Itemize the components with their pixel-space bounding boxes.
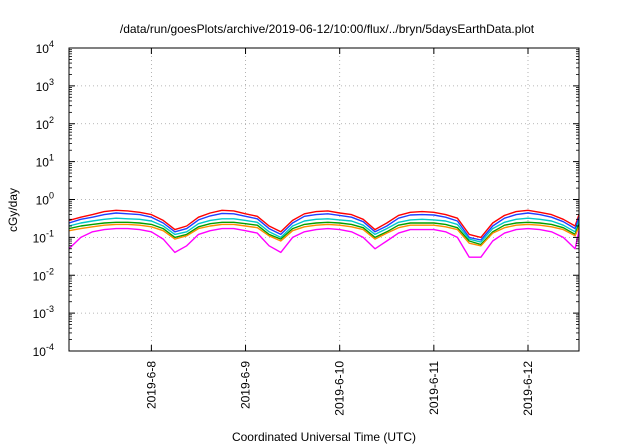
x-ticks: 2019-6-8 2019-6-9 2019-6-10 2019-6-11 2019-6… xyxy=(144,48,535,416)
series-line-5 xyxy=(68,223,580,247)
y-tick-label: 104 xyxy=(36,39,54,56)
x-axis-label: Coordinated Universal Time (UTC) xyxy=(232,430,416,444)
y-tick-label: 100 xyxy=(36,191,54,208)
series-line-2 xyxy=(68,212,580,241)
y-tick-label: 10-4 xyxy=(33,342,54,359)
x-tick-label: 2019-6-10 xyxy=(333,361,347,416)
y-axis-label: cGy/day xyxy=(6,188,20,232)
series-line-1 xyxy=(68,209,580,239)
y-tick-label: 101 xyxy=(36,153,54,170)
y-tick-label: 10-3 xyxy=(33,304,54,321)
series-line-4 xyxy=(68,221,580,246)
y-tick-label: 10-1 xyxy=(33,228,54,245)
series-lines xyxy=(68,209,580,258)
x-tick-label: 2019-6-11 xyxy=(427,361,441,415)
y-ticks: 10-4 10-3 10-2 10-1 100 101 102 103 104 xyxy=(33,39,579,359)
x-tick-label: 2019-6-8 xyxy=(144,361,158,409)
x-tick-label: 2019-6-9 xyxy=(239,361,253,409)
y-tick-label: 103 xyxy=(36,77,54,94)
y-tick-label: 10-2 xyxy=(33,266,54,283)
chart-title: /data/run/goesPlots/archive/2019-06-12/1… xyxy=(120,22,535,36)
series-line-3 xyxy=(68,217,580,243)
series-line-6 xyxy=(68,227,580,258)
y-tick-label: 102 xyxy=(36,115,54,132)
x-tick-label: 2019-6-12 xyxy=(521,361,535,416)
grid-lines xyxy=(69,47,579,352)
